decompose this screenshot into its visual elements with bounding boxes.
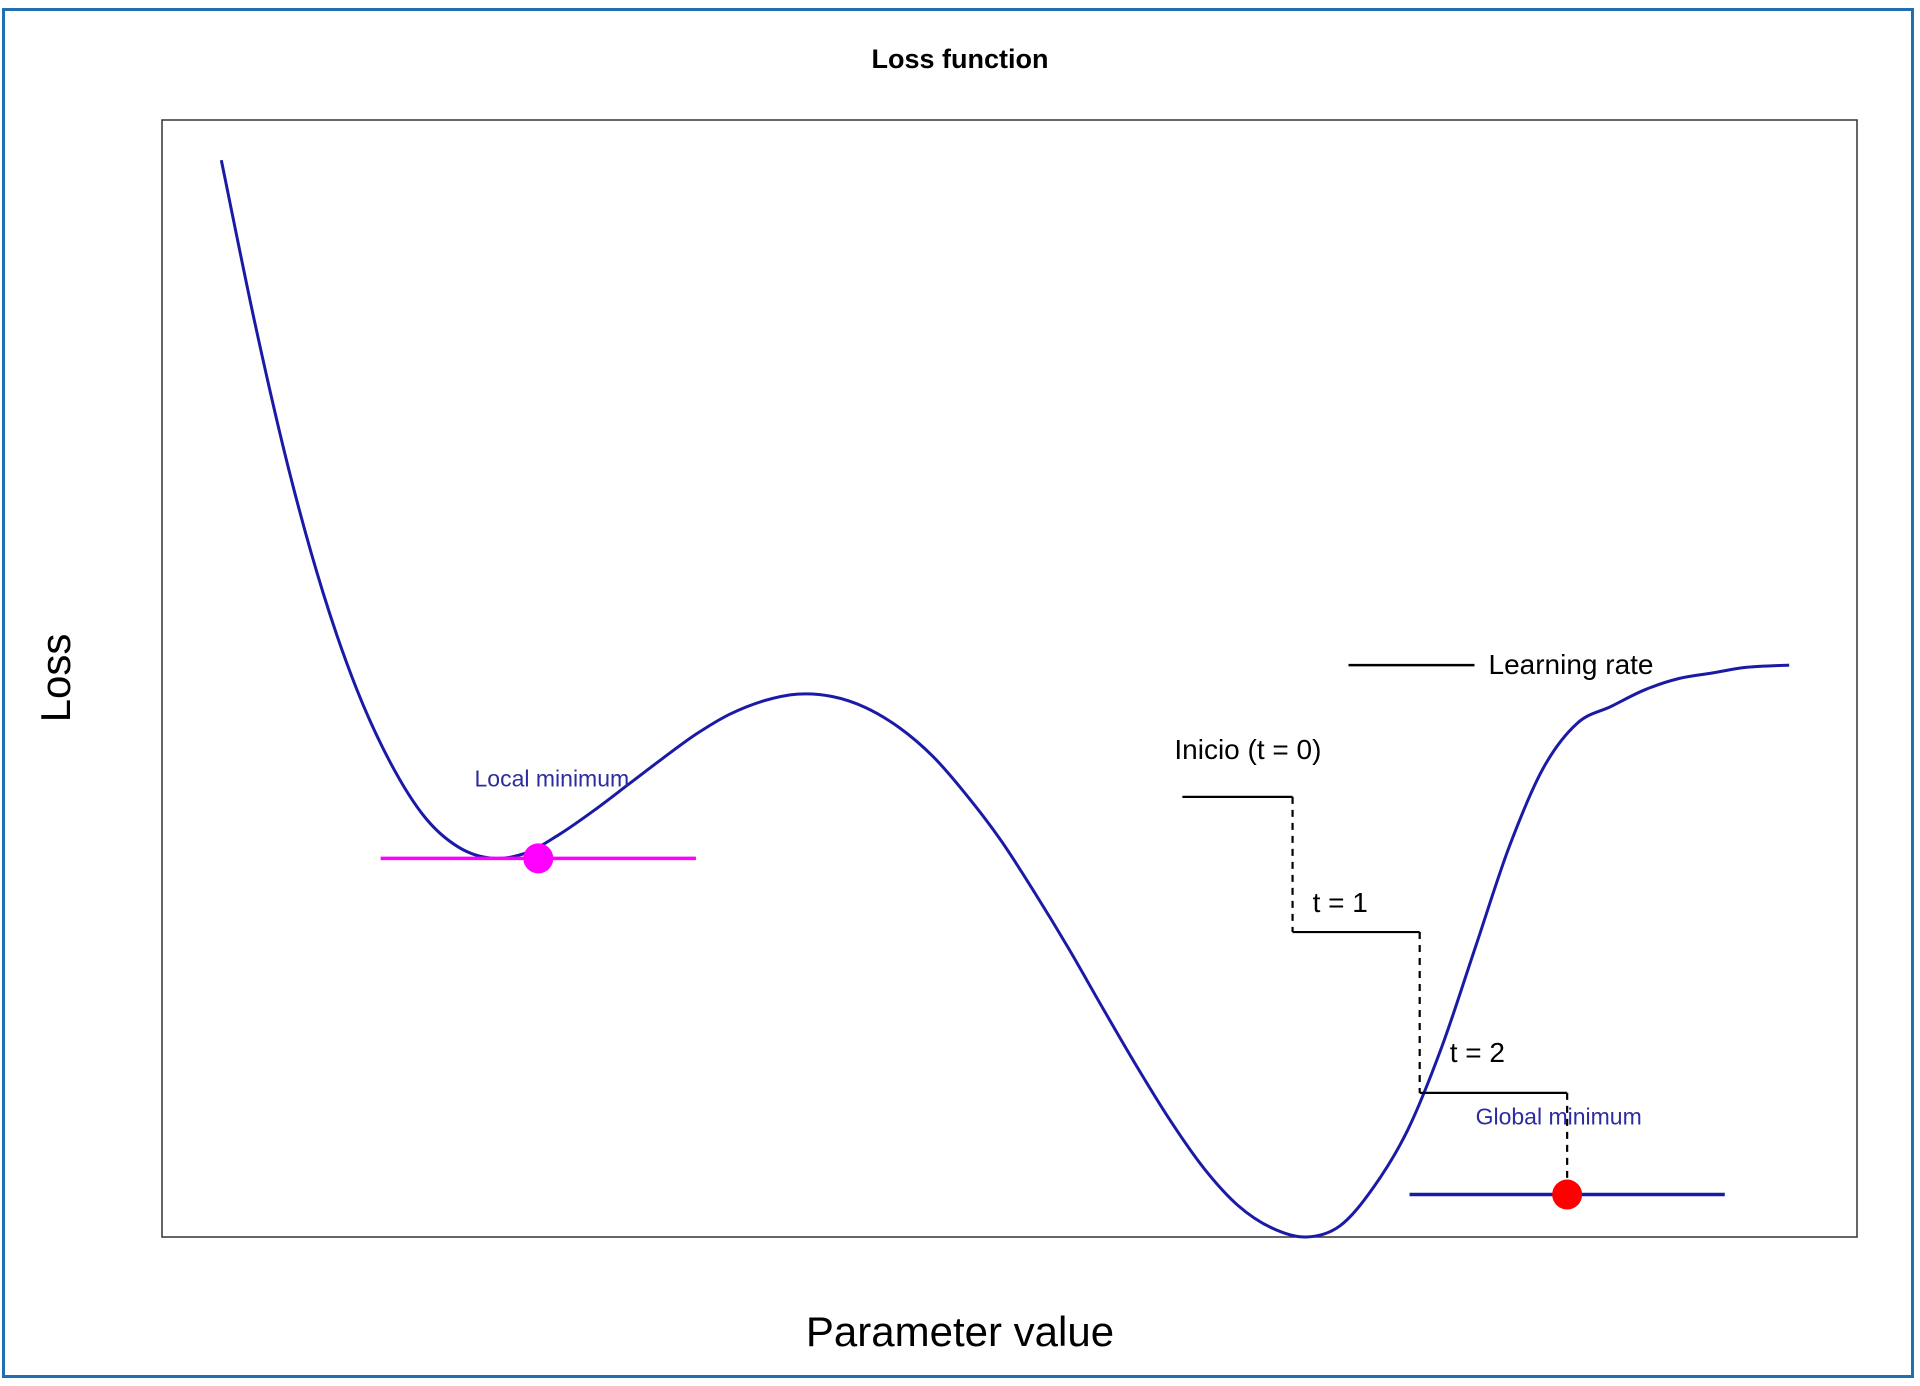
step-2-label: t = 2 — [1450, 1037, 1505, 1068]
step-0-label: Inicio (t = 0) — [1174, 734, 1321, 765]
global-minimum-label: Global minimum — [1476, 1104, 1642, 1130]
global-minimum-point — [1552, 1179, 1583, 1210]
figure-frame — [2, 8, 1914, 1378]
plot-area-border — [161, 119, 1858, 1238]
step-1-label: t = 1 — [1313, 887, 1368, 918]
local-minimum-point — [523, 843, 554, 874]
loss-curve-line — [219, 159, 1790, 1239]
legend-learning-rate-label: Learning rate — [1489, 649, 1654, 680]
chart-title: Loss function — [871, 44, 1049, 74]
local-minimum-label: Local minimum — [475, 765, 630, 791]
x-axis-label: Parameter value — [805, 1308, 1115, 1355]
